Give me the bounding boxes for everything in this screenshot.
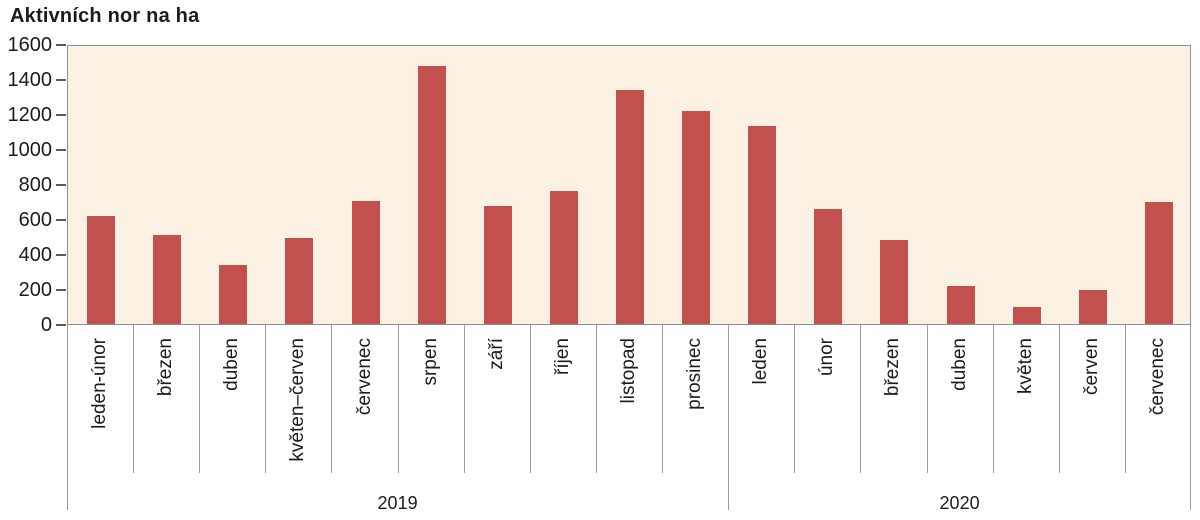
month-separator (1124, 325, 1126, 473)
bar-říjen (549, 191, 578, 324)
month-separator (1058, 325, 1060, 473)
bar-únor (814, 209, 843, 324)
month-separator (199, 325, 201, 473)
x-axis-label-březen: březen (882, 338, 904, 397)
bar-červen (1078, 289, 1107, 324)
month-separator (595, 325, 597, 473)
x-axis-label-červen: červen (1080, 338, 1102, 396)
y-axis-label: 1400 (7, 69, 53, 91)
bar-červenec (1144, 202, 1173, 324)
x-axis-label-červenec: červenec (1146, 338, 1168, 416)
bar-duben (946, 286, 975, 324)
x-axis-label-srpen: srpen (419, 338, 441, 386)
y-tick-mark (56, 254, 66, 256)
month-separator (926, 325, 928, 473)
month-separator (662, 325, 664, 473)
x-axis-label-říjen: říjen (551, 338, 573, 375)
y-axis-label: 0 (40, 314, 52, 336)
month-separator (992, 325, 994, 473)
y-tick-mark (56, 324, 66, 326)
y-axis-label: 600 (18, 209, 52, 231)
month-separator (463, 325, 465, 473)
y-tick-mark (56, 44, 66, 46)
y-tick-mark (56, 219, 66, 221)
bar-duben (219, 264, 248, 324)
y-tick-mark (56, 184, 66, 186)
bar-březen (153, 234, 182, 324)
year-divider (67, 325, 68, 510)
bar-leden (748, 126, 777, 324)
y-tick-mark (56, 114, 66, 116)
bar-červenec (351, 200, 380, 324)
month-separator (529, 325, 531, 473)
x-axis-label-duben: duben (221, 338, 243, 391)
month-separator (331, 325, 333, 473)
x-axis-label-červenec: červenec (353, 338, 375, 416)
y-axis-label: 200 (18, 279, 52, 301)
bar-květen–červen (285, 238, 314, 324)
month-separator (133, 325, 135, 473)
bar-březen (880, 240, 909, 324)
y-axis-label: 1600 (7, 34, 53, 56)
x-axis-label-listopad: listopad (618, 338, 639, 404)
month-separator (860, 325, 862, 473)
y-tick-mark (56, 79, 66, 81)
x-axis-label-září: září (485, 338, 507, 370)
x-axis-label-prosinec: prosinec (684, 338, 706, 410)
month-separator (265, 325, 267, 473)
bar-leden-únor (87, 215, 116, 324)
y-axis-label: 1000 (7, 139, 53, 161)
x-axis-label-květen: květen (1014, 338, 1036, 394)
y-tick-mark (56, 149, 66, 151)
y-axis-label: 1200 (7, 104, 53, 126)
month-separator (397, 325, 399, 473)
year-label-2019: 2019 (377, 493, 418, 513)
x-axis-label-leden-únor: leden-únor (89, 338, 111, 429)
year-divider (728, 325, 730, 510)
year-divider (1190, 325, 1191, 510)
bar-květen (1012, 307, 1041, 324)
year-label-2020: 2020 (939, 493, 980, 513)
x-axis-label-duben: duben (948, 338, 970, 391)
x-axis-label-únor: únor (816, 338, 838, 377)
bar-srpen (417, 65, 446, 324)
x-axis-label-březen: březen (155, 338, 177, 397)
y-tick-mark (56, 289, 66, 291)
y-axis-label: 400 (18, 244, 52, 266)
plot-area (67, 45, 1191, 325)
x-axis-label-leden: leden (750, 338, 772, 385)
bar-září (483, 205, 512, 324)
bar-prosinec (682, 110, 711, 324)
month-separator (794, 325, 796, 473)
chart-title: Aktivních nor na ha (10, 5, 200, 27)
bar-listopad (616, 89, 644, 324)
y-axis-label: 800 (18, 174, 52, 196)
x-axis-label-květen–červen: květen–červen (287, 338, 309, 462)
